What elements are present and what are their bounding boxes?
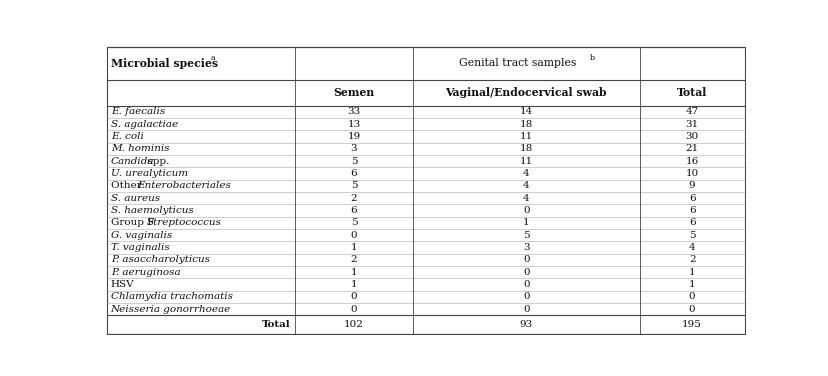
Text: 102: 102 (344, 320, 363, 329)
Text: E. faecalis: E. faecalis (111, 107, 165, 116)
Text: 16: 16 (685, 156, 698, 165)
Text: 0: 0 (522, 206, 529, 215)
Text: T. vaginalis: T. vaginalis (111, 243, 169, 252)
Text: P. asaccharolyticus: P. asaccharolyticus (111, 255, 209, 264)
Text: 0: 0 (522, 293, 529, 301)
Text: 6: 6 (688, 206, 695, 215)
Text: 2: 2 (350, 255, 357, 264)
Text: 0: 0 (350, 305, 357, 314)
Text: 1: 1 (522, 218, 529, 227)
Text: 18: 18 (519, 144, 532, 153)
Text: Candida: Candida (111, 156, 154, 165)
Text: 93: 93 (519, 320, 532, 329)
Text: Chlamydia trachomatis: Chlamydia trachomatis (111, 293, 233, 301)
Text: 0: 0 (522, 305, 529, 314)
Text: 2: 2 (688, 255, 695, 264)
Text: 21: 21 (685, 144, 698, 153)
Text: 19: 19 (347, 132, 360, 141)
Text: G. vaginalis: G. vaginalis (111, 230, 171, 240)
Text: Microbial species: Microbial species (111, 58, 222, 68)
Text: 33: 33 (347, 107, 360, 116)
Text: 6: 6 (688, 218, 695, 227)
Text: Semen: Semen (333, 87, 374, 98)
Text: 0: 0 (522, 268, 529, 277)
Text: Vaginal/Endocervical swab: Vaginal/Endocervical swab (445, 87, 606, 98)
Text: P. aeruginosa: P. aeruginosa (111, 268, 181, 277)
Text: Total: Total (262, 320, 290, 329)
Text: HSV: HSV (111, 280, 134, 289)
Text: 30: 30 (685, 132, 698, 141)
Text: E. coli: E. coli (111, 132, 143, 141)
Text: 13: 13 (347, 120, 360, 129)
Text: Total: Total (676, 87, 706, 98)
Text: 18: 18 (519, 120, 532, 129)
Text: S. haemolyticus: S. haemolyticus (111, 206, 193, 215)
Text: 1: 1 (350, 280, 357, 289)
Text: 1: 1 (350, 243, 357, 252)
Text: 10: 10 (685, 169, 698, 178)
Text: 47: 47 (685, 107, 698, 116)
Text: Genital tract samples: Genital tract samples (459, 58, 580, 68)
Text: 5: 5 (350, 181, 357, 190)
Text: 9: 9 (688, 181, 695, 190)
Text: Other: Other (111, 181, 145, 190)
Text: 4: 4 (522, 181, 529, 190)
Text: 1: 1 (688, 280, 695, 289)
Text: S. aureus: S. aureus (111, 194, 160, 203)
Text: 31: 31 (685, 120, 698, 129)
Text: 4: 4 (688, 243, 695, 252)
Text: M. hominis: M. hominis (111, 144, 169, 153)
Text: 6: 6 (350, 169, 357, 178)
Text: 11: 11 (519, 156, 532, 165)
Text: 5: 5 (522, 230, 529, 240)
Text: 1: 1 (350, 268, 357, 277)
Text: spp.: spp. (144, 156, 170, 165)
Text: b: b (589, 54, 594, 62)
Text: 14: 14 (519, 107, 532, 116)
Text: Enterobacteriales: Enterobacteriales (137, 181, 231, 190)
Text: 0: 0 (350, 230, 357, 240)
Text: 3: 3 (522, 243, 529, 252)
Text: 195: 195 (681, 320, 701, 329)
Text: 6: 6 (350, 206, 357, 215)
Text: U. urealyticum: U. urealyticum (111, 169, 188, 178)
Text: 5: 5 (350, 156, 357, 165)
Text: 4: 4 (522, 169, 529, 178)
Text: 0: 0 (522, 280, 529, 289)
Text: 0: 0 (688, 305, 695, 314)
Text: 3: 3 (350, 144, 357, 153)
Text: Streptococcus: Streptococcus (147, 218, 221, 227)
Text: 6: 6 (688, 194, 695, 203)
Text: 0: 0 (688, 293, 695, 301)
Text: 1: 1 (688, 268, 695, 277)
Text: a: a (210, 54, 215, 62)
Text: 5: 5 (688, 230, 695, 240)
Text: 4: 4 (522, 194, 529, 203)
Text: Group F: Group F (111, 218, 157, 227)
Text: Neisseria gonorrhoeae: Neisseria gonorrhoeae (111, 305, 231, 314)
Text: 0: 0 (522, 255, 529, 264)
Text: 2: 2 (350, 194, 357, 203)
Text: 0: 0 (350, 293, 357, 301)
Text: 5: 5 (350, 218, 357, 227)
Text: S. agalactiae: S. agalactiae (111, 120, 177, 129)
Text: 11: 11 (519, 132, 532, 141)
